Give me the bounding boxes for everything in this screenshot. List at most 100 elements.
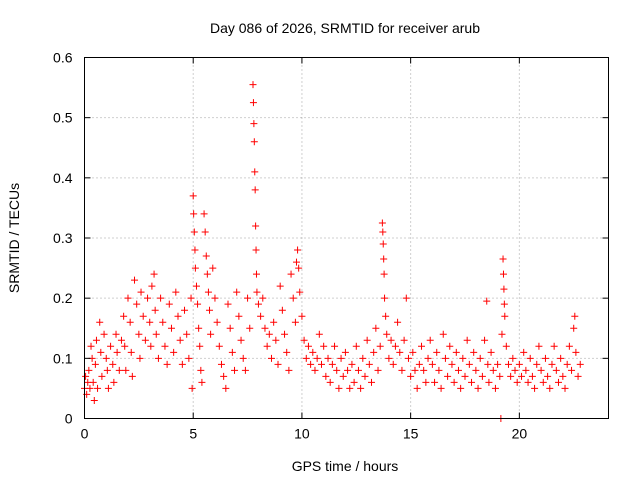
data-point [339, 372, 347, 380]
data-point [320, 342, 328, 350]
data-point [192, 282, 200, 290]
data-point [380, 270, 388, 278]
data-point [354, 366, 362, 374]
data-point [163, 360, 171, 368]
data-point [228, 348, 236, 356]
data-point [415, 360, 423, 368]
data-point [291, 318, 299, 326]
data-point [487, 348, 495, 356]
data-point [501, 312, 509, 320]
axis-ticks [84, 57, 609, 419]
data-point [322, 372, 330, 380]
data-point [226, 324, 234, 332]
data-point [220, 372, 228, 380]
data-point [309, 348, 317, 356]
data-point [87, 342, 95, 350]
data-point [459, 354, 467, 362]
data-point [183, 330, 191, 338]
data-point [554, 378, 562, 386]
data-point [382, 312, 390, 320]
data-point [200, 210, 208, 218]
data-point [252, 222, 260, 230]
data-point [170, 348, 178, 356]
data-point [292, 258, 300, 266]
data-point [304, 342, 312, 350]
data-point [207, 330, 215, 338]
data-point [152, 330, 160, 338]
data-point [391, 342, 399, 350]
data-point [315, 330, 323, 338]
data-point [281, 330, 289, 338]
data-point [437, 384, 445, 392]
data-point [483, 297, 491, 305]
data-point [565, 342, 573, 350]
data-point [203, 270, 211, 278]
data-point [233, 288, 241, 296]
data-point [402, 294, 410, 302]
data-point [178, 360, 186, 368]
data-point [546, 384, 554, 392]
data-point [131, 276, 139, 284]
data-point [261, 324, 269, 332]
data-point [352, 342, 360, 350]
data-point [422, 378, 430, 386]
data-point [285, 366, 293, 374]
data-point [89, 378, 97, 386]
data-point [524, 378, 532, 386]
data-point [154, 354, 162, 362]
data-point [333, 366, 341, 374]
x-tick-label: 10 [294, 426, 310, 442]
data-point [548, 360, 556, 368]
data-point [485, 378, 493, 386]
x-tick-label: 5 [189, 426, 197, 442]
data-point [161, 342, 169, 350]
data-point [244, 294, 252, 302]
data-point [533, 360, 541, 368]
data-point [368, 378, 376, 386]
data-point [361, 372, 369, 380]
data-point [136, 354, 144, 362]
data-point [341, 348, 349, 356]
data-point [535, 342, 543, 350]
data-point [520, 348, 528, 356]
data-point [491, 384, 499, 392]
data-point [151, 306, 159, 314]
data-point [489, 366, 497, 374]
chart-title: Day 086 of 2026, SRMTID for receiver aru… [210, 20, 480, 36]
data-point [559, 372, 567, 380]
data-point [298, 312, 306, 320]
data-point [385, 354, 393, 362]
x-tick-label: 0 [81, 426, 89, 442]
data-point [374, 366, 382, 374]
data-point [424, 354, 432, 362]
data-point [500, 300, 508, 308]
data-point [174, 312, 182, 320]
data-point [206, 306, 214, 314]
data-point [190, 210, 198, 218]
data-point [511, 366, 519, 374]
data-point [194, 300, 202, 308]
data-point [463, 336, 471, 344]
data-point [191, 264, 199, 272]
y-tick-label: 0 [65, 411, 73, 427]
data-point [500, 285, 508, 293]
data-point [202, 252, 210, 260]
data-point [574, 372, 582, 380]
data-point [167, 324, 175, 332]
data-point [370, 348, 378, 356]
data-point [251, 186, 259, 194]
data-point [110, 378, 118, 386]
data-point [249, 81, 257, 89]
data-point [283, 348, 291, 356]
data-point [250, 120, 258, 128]
data-point [394, 318, 402, 326]
data-point [128, 372, 136, 380]
data-point [407, 372, 415, 380]
data-point [117, 336, 125, 344]
data-point [428, 360, 436, 368]
data-point [365, 360, 373, 368]
data-point [102, 354, 110, 362]
data-point [331, 342, 339, 350]
data-point [94, 384, 102, 392]
data-point [237, 336, 245, 344]
